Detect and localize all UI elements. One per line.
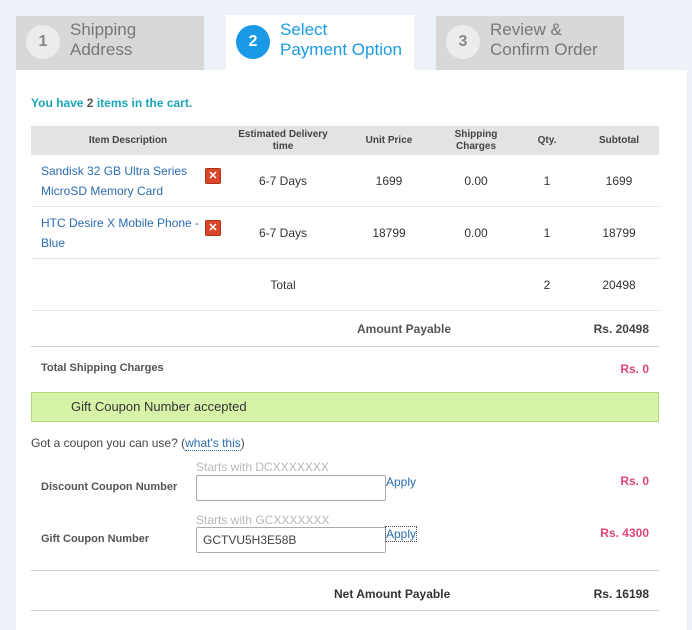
coupon-accepted-notice: Gift Coupon Number accepted <box>31 392 659 422</box>
whats-this-link[interactable]: what's this <box>185 436 241 451</box>
amount-payable-value: Rs. 20498 <box>593 322 649 336</box>
cart-count: 2 <box>86 96 94 110</box>
step-select-payment[interactable]: 2 Select Payment Option <box>226 15 414 72</box>
total-qty: 2 <box>515 258 579 311</box>
step-label: Select Payment Option <box>280 20 402 59</box>
step-label: Review & Confirm Order <box>490 20 598 59</box>
coupon-question: Got a coupon you can use? (what's this) <box>31 436 245 451</box>
col-item-description: Item Description <box>31 126 225 155</box>
total-row: Total 2 20498 <box>31 258 659 311</box>
subtotal-cell: 1699 <box>579 155 659 207</box>
table-row: Sandisk 32 GB Ultra Series MicroSD Memor… <box>31 155 659 207</box>
discount-hint: Starts with DCXXXXXXX <box>196 460 329 474</box>
apply-gift-link[interactable]: Apply <box>384 526 418 542</box>
subtotal-cell: 18799 <box>579 206 659 259</box>
total-label: Total <box>225 258 341 311</box>
divider <box>31 610 659 611</box>
step-number: 1 <box>26 25 60 59</box>
price-cell: 1699 <box>341 155 437 207</box>
delivery-cell: 6-7 Days <box>225 206 341 259</box>
net-amount-label: Net Amount Payable <box>334 587 451 601</box>
qty-cell: 1 <box>515 206 579 259</box>
col-delivery-time: Estimated Delivery time <box>225 126 341 155</box>
remove-item-icon[interactable]: ✕ <box>205 220 221 236</box>
item-link[interactable]: Sandisk 32 GB Ultra Series MicroSD Memor… <box>41 163 188 198</box>
shipping-charges-value: Rs. 0 <box>620 362 649 376</box>
shipping-cell: 0.00 <box>437 155 515 207</box>
apply-discount-link[interactable]: Apply <box>386 475 417 489</box>
cart-table: Item Description Estimated Delivery time… <box>31 126 659 311</box>
price-cell: 18799 <box>341 206 437 259</box>
table-row: HTC Desire X Mobile Phone - Blue ✕ 6-7 D… <box>31 206 659 259</box>
payment-panel: You have 2 items in the cart. Item Descr… <box>16 70 687 630</box>
discount-coupon-input[interactable] <box>196 475 386 501</box>
divider <box>31 570 659 571</box>
discount-amount: Rs. 0 <box>620 474 649 488</box>
remove-item-icon[interactable]: ✕ <box>205 168 221 184</box>
cart-message: You have 2 items in the cart. <box>31 96 193 110</box>
step-number: 3 <box>446 25 480 59</box>
gift-amount: Rs. 4300 <box>600 526 649 540</box>
qty-cell: 1 <box>515 155 579 207</box>
item-cell: Sandisk 32 GB Ultra Series MicroSD Memor… <box>31 155 225 207</box>
net-amount-value: Rs. 16198 <box>593 587 649 601</box>
shipping-charges-label: Total Shipping Charges <box>41 362 164 374</box>
checkout-steps: 1 Shipping Address 2 Select Payment Opti… <box>0 0 692 72</box>
delivery-cell: 6-7 Days <box>225 155 341 207</box>
col-shipping-charges: Shipping Charges <box>437 126 515 155</box>
col-qty: Qty. <box>515 126 579 155</box>
col-unit-price: Unit Price <box>341 126 437 155</box>
step-number: 2 <box>236 25 270 59</box>
item-cell: HTC Desire X Mobile Phone - Blue ✕ <box>31 206 225 259</box>
step-shipping-address[interactable]: 1 Shipping Address <box>16 16 204 70</box>
table-header-row: Item Description Estimated Delivery time… <box>31 126 659 155</box>
gift-coupon-input[interactable] <box>196 527 386 553</box>
step-review-confirm[interactable]: 3 Review & Confirm Order <box>436 16 624 70</box>
item-link[interactable]: HTC Desire X Mobile Phone - Blue <box>41 215 200 250</box>
discount-coupon-label: Discount Coupon Number <box>41 481 178 493</box>
divider <box>31 346 659 347</box>
shipping-cell: 0.00 <box>437 206 515 259</box>
gift-coupon-label: Gift Coupon Number <box>41 533 150 545</box>
total-subtotal: 20498 <box>579 258 659 311</box>
gift-hint: Starts with GCXXXXXXX <box>196 513 330 527</box>
step-label: Shipping Address <box>70 20 137 59</box>
col-subtotal: Subtotal <box>579 126 659 155</box>
amount-payable-label: Amount Payable <box>357 322 452 336</box>
